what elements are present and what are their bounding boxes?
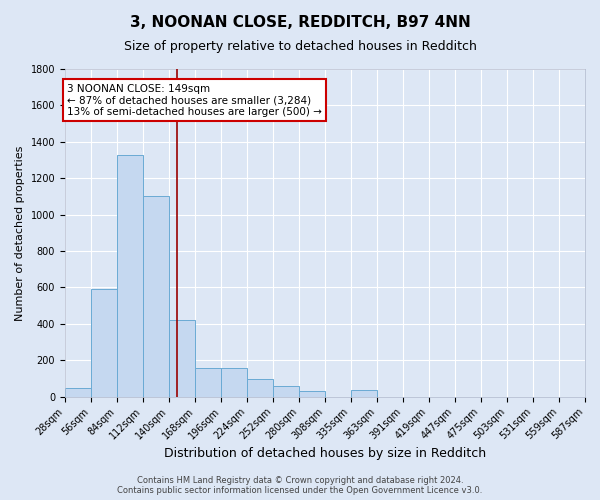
Bar xyxy=(274,386,299,396)
Text: Contains HM Land Registry data © Crown copyright and database right 2024.
Contai: Contains HM Land Registry data © Crown c… xyxy=(118,476,482,495)
Bar xyxy=(195,368,221,396)
Bar xyxy=(221,368,247,396)
Text: Size of property relative to detached houses in Redditch: Size of property relative to detached ho… xyxy=(124,40,476,53)
Text: 3, NOONAN CLOSE, REDDITCH, B97 4NN: 3, NOONAN CLOSE, REDDITCH, B97 4NN xyxy=(130,15,470,30)
Bar xyxy=(65,388,91,396)
Bar xyxy=(117,154,143,396)
X-axis label: Distribution of detached houses by size in Redditch: Distribution of detached houses by size … xyxy=(164,447,486,460)
Bar xyxy=(299,392,325,396)
Bar xyxy=(169,320,195,396)
Bar xyxy=(143,196,169,396)
Bar xyxy=(247,380,274,396)
Text: 3 NOONAN CLOSE: 149sqm
← 87% of detached houses are smaller (3,284)
13% of semi-: 3 NOONAN CLOSE: 149sqm ← 87% of detached… xyxy=(67,84,322,117)
Bar xyxy=(350,390,377,396)
Y-axis label: Number of detached properties: Number of detached properties xyxy=(15,145,25,320)
Bar xyxy=(91,290,117,397)
